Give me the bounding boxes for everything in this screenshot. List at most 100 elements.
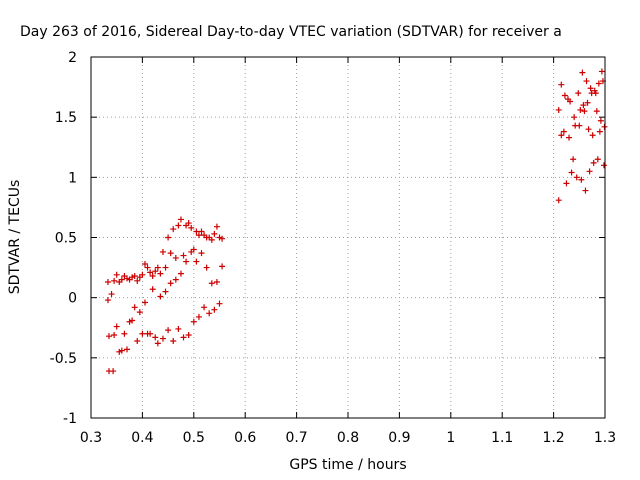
data-point: [580, 102, 587, 109]
data-point: [558, 132, 565, 139]
data-point: [152, 268, 159, 275]
data-point: [575, 90, 582, 97]
data-point: [555, 106, 562, 113]
data-point: [208, 280, 215, 287]
data-point: [219, 235, 226, 242]
data-point: [108, 291, 115, 298]
data-point: [131, 304, 138, 311]
data-point: [188, 248, 195, 255]
data-point: [584, 99, 591, 106]
data-point: [561, 92, 568, 99]
data-point: [193, 258, 200, 265]
data-point: [211, 306, 218, 313]
y-tick-label: 0: [68, 291, 77, 307]
data-point: [172, 254, 179, 261]
data-point: [165, 234, 172, 241]
data-point: [597, 117, 604, 124]
x-tick-label: 0.9: [388, 430, 410, 446]
data-point: [154, 340, 161, 347]
data-point: [567, 98, 574, 105]
data-point: [157, 270, 164, 277]
data-point: [159, 248, 166, 255]
data-point: [185, 331, 192, 338]
data-point: [104, 297, 111, 304]
data-point: [136, 309, 143, 316]
data-point: [157, 293, 164, 300]
data-point: [159, 335, 166, 342]
data-point: [175, 222, 182, 229]
data-point: [563, 180, 570, 187]
x-tick-label: 1: [446, 430, 455, 446]
data-point: [139, 330, 146, 337]
data-point: [206, 310, 213, 317]
data-point: [121, 330, 128, 337]
data-point: [152, 334, 159, 341]
data-point: [139, 271, 146, 278]
data-point: [113, 271, 120, 278]
data-point: [183, 258, 190, 265]
data-point: [558, 81, 565, 88]
data-point: [147, 330, 154, 337]
data-point: [123, 346, 130, 353]
data-point: [118, 276, 125, 283]
grid: [91, 57, 605, 418]
data-point: [579, 69, 586, 76]
x-tick-label: 1.3: [594, 430, 616, 446]
data-point: [149, 286, 156, 293]
x-tick-label: 0.4: [131, 430, 153, 446]
plot-frame: [90, 56, 606, 419]
data-point: [568, 169, 575, 176]
axis-ticks: 0.3 0.4 0.5 0.6 0.7 0.8 0.9 1 1.1 1.2 1.3 -1 -0.5 0 0.…: [50, 50, 616, 446]
data-point: [219, 263, 226, 270]
x-tick-label: 0.3: [80, 430, 102, 446]
data-point: [177, 216, 184, 223]
data-points: [104, 68, 608, 375]
data-point: [177, 270, 184, 277]
data-point: [593, 108, 600, 115]
y-tick-label: 1.5: [55, 110, 77, 126]
data-point: [201, 304, 208, 311]
data-point: [113, 323, 120, 330]
x-tick-label: 1.1: [491, 430, 513, 446]
data-point: [110, 368, 117, 375]
x-tick-label: 0.8: [337, 430, 359, 446]
data-point: [195, 313, 202, 320]
data-point: [560, 128, 567, 135]
data-point: [595, 80, 602, 87]
data-point: [198, 250, 205, 257]
data-point: [131, 273, 138, 280]
data-point: [180, 334, 187, 341]
data-point: [213, 279, 220, 286]
data-point: [577, 106, 584, 113]
data-point: [576, 122, 583, 129]
data-point: [596, 128, 603, 135]
data-point: [598, 68, 605, 75]
chart-title: Day 263 of 2016, Sidereal Day-to-day VTE…: [20, 24, 562, 40]
data-point: [589, 132, 596, 139]
data-point: [162, 288, 169, 295]
data-point: [118, 347, 125, 354]
data-point: [105, 333, 112, 340]
data-point: [586, 168, 593, 175]
data-point: [555, 197, 562, 204]
data-point: [594, 156, 601, 163]
x-tick-label: 0.6: [234, 430, 256, 446]
data-point: [144, 264, 151, 271]
data-point: [141, 299, 148, 306]
data-point: [185, 220, 192, 227]
data-point: [570, 156, 577, 163]
x-tick-label: 1.2: [542, 430, 564, 446]
data-point: [198, 228, 205, 235]
data-point: [167, 280, 174, 287]
data-point: [180, 252, 187, 259]
data-point: [149, 273, 156, 280]
data-point: [167, 250, 174, 257]
data-point: [592, 90, 599, 97]
data-point: [111, 277, 118, 284]
data-point: [190, 318, 197, 325]
data-point: [147, 269, 154, 276]
data-point: [111, 331, 118, 338]
data-point: [170, 226, 177, 233]
x-tick-label: 0.5: [183, 430, 205, 446]
